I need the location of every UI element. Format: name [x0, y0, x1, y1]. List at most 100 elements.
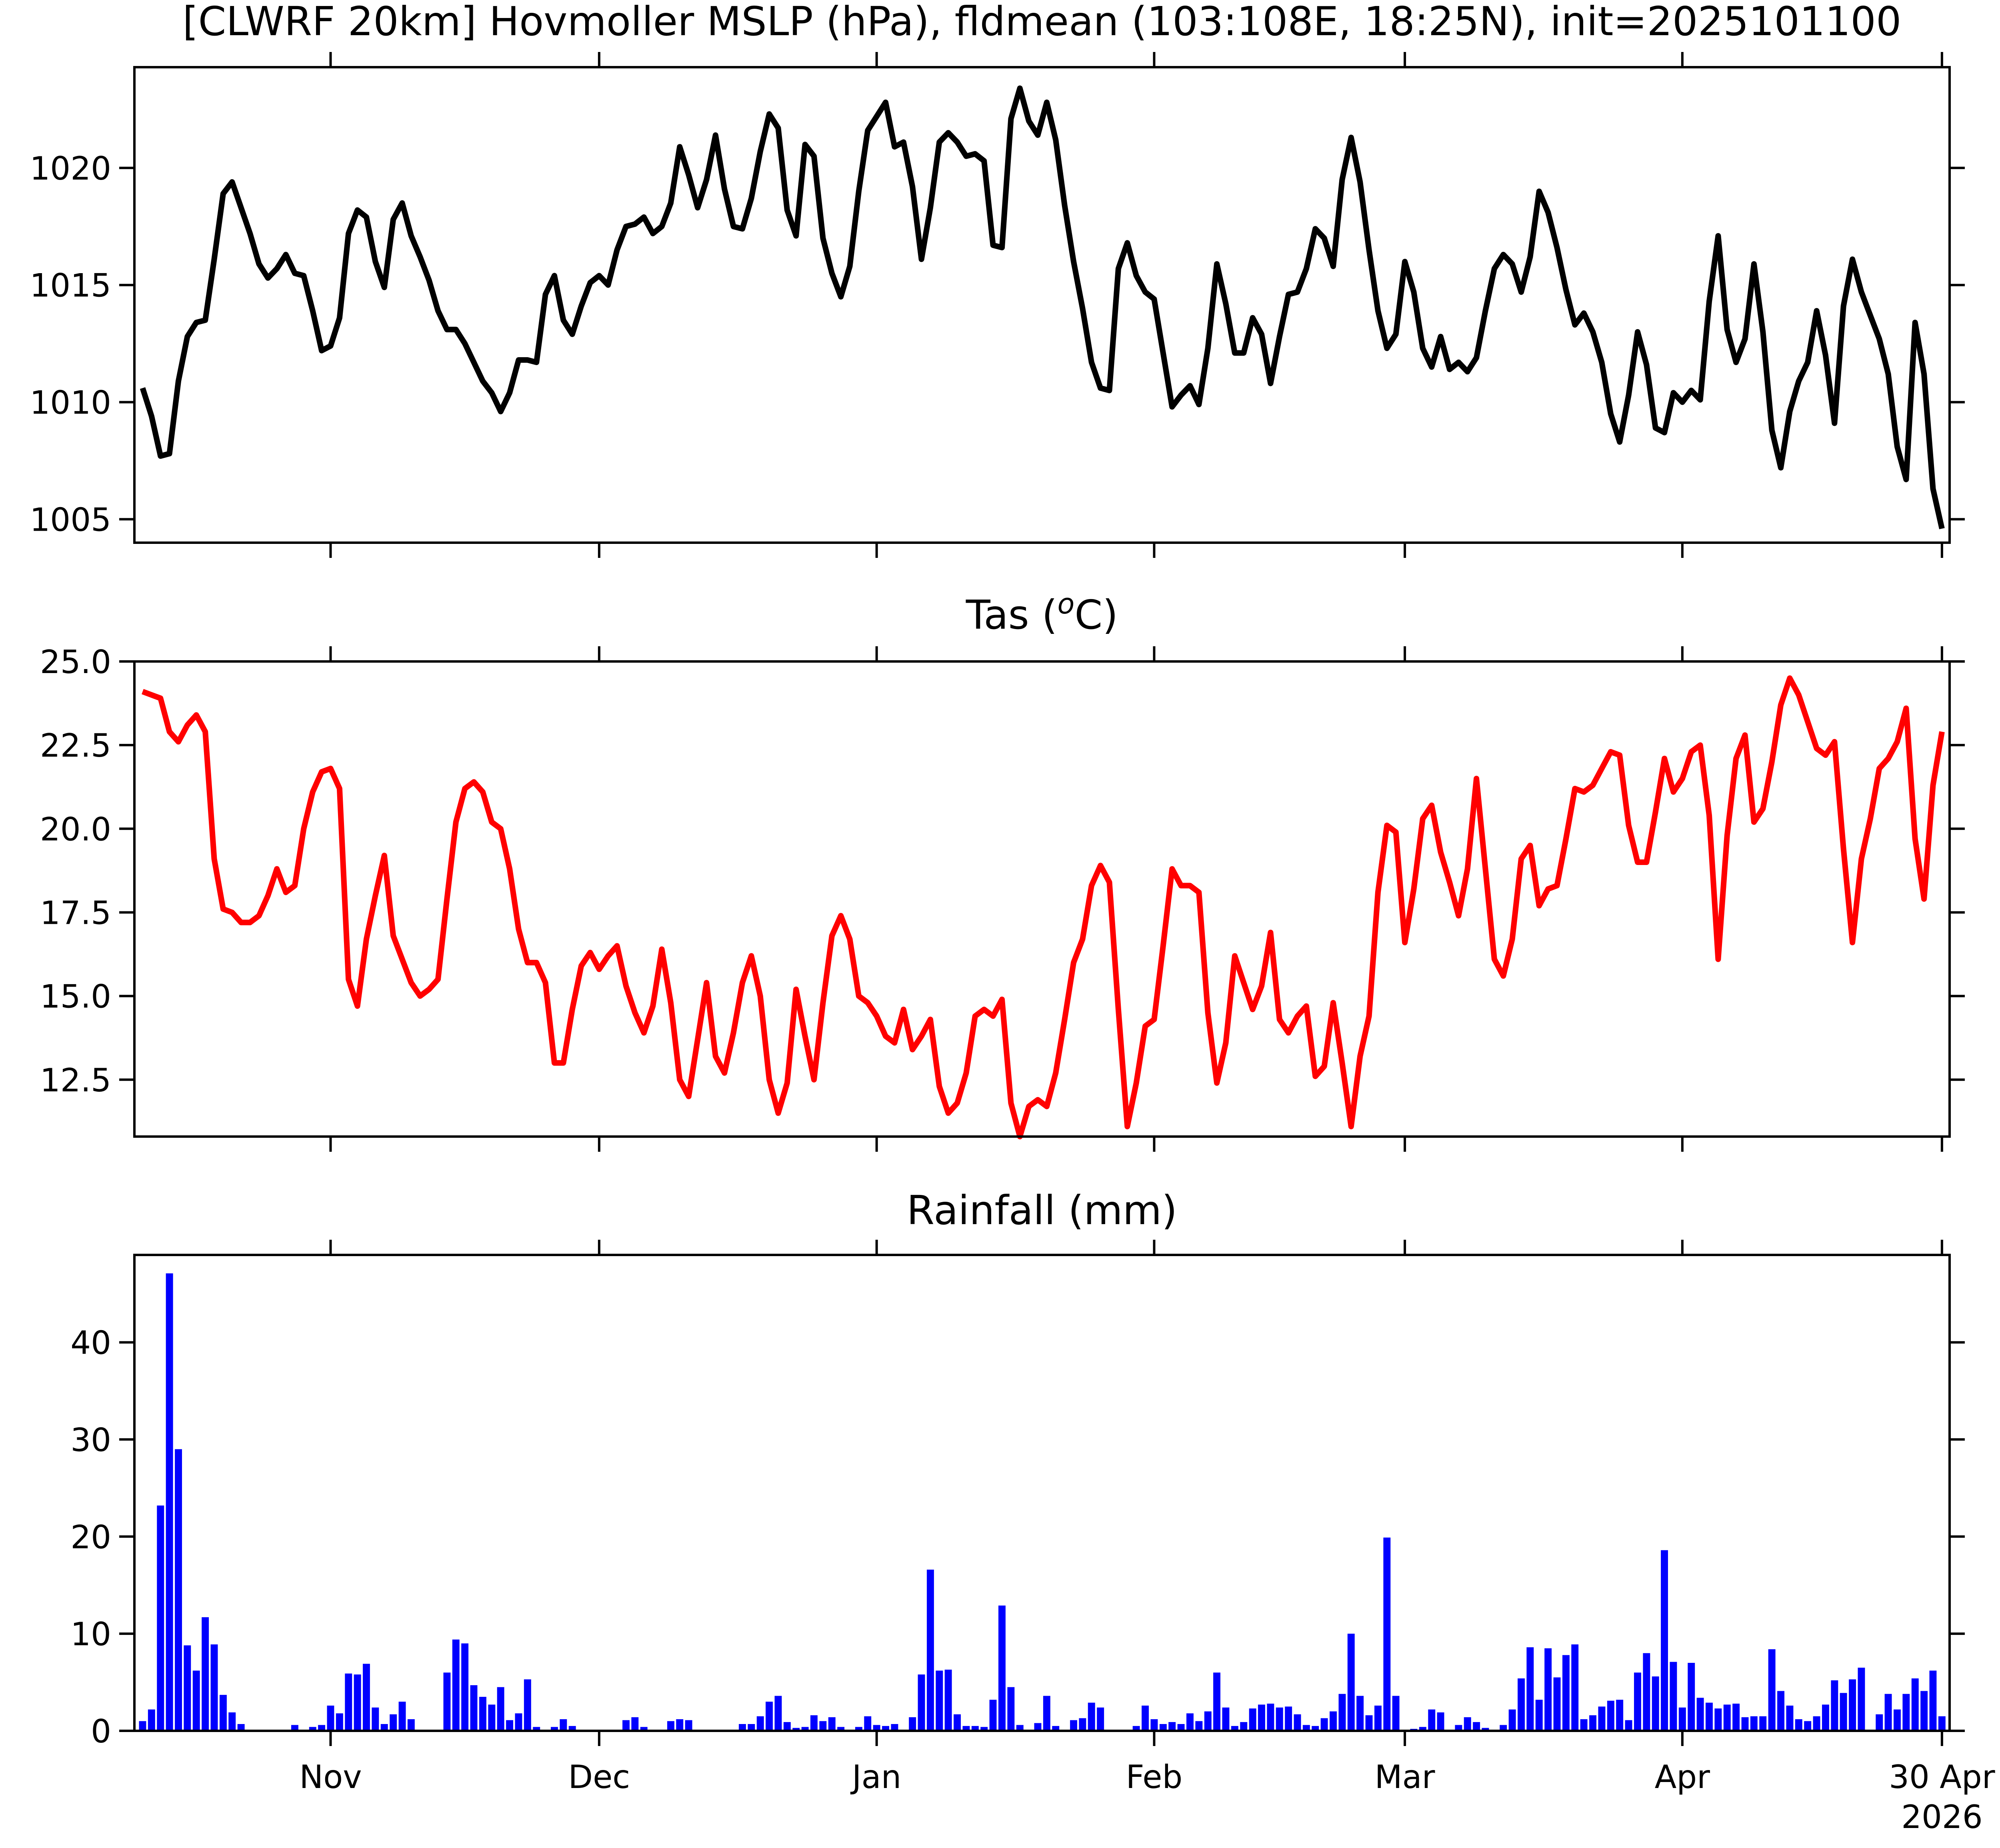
rain-bar	[1688, 1663, 1695, 1731]
rain-bar	[1526, 1647, 1534, 1731]
tas-y-axis: 12.5 15.0 17.5 20.0 22.5 25.0	[40, 643, 1965, 1099]
rain-bar	[685, 1720, 692, 1731]
rain-bar	[1678, 1707, 1686, 1731]
rain-bar	[1088, 1702, 1095, 1731]
rain-bar	[1204, 1711, 1212, 1731]
rain-bar	[1804, 1721, 1812, 1731]
rain-bar	[470, 1685, 478, 1731]
rain-bar	[1043, 1696, 1050, 1731]
rain-bar	[524, 1679, 531, 1731]
rain-bar	[1508, 1709, 1516, 1731]
rain-bar	[533, 1727, 540, 1731]
rain-bar	[202, 1617, 209, 1731]
rain-bar	[1849, 1679, 1856, 1731]
rain-bar	[1786, 1705, 1794, 1731]
rain-bar	[1938, 1716, 1946, 1731]
rain-bar	[1500, 1725, 1507, 1731]
rain-bar	[783, 1722, 791, 1731]
rain-bar	[828, 1717, 836, 1731]
rain-bar	[1150, 1719, 1158, 1731]
rain-bar	[855, 1727, 862, 1731]
rain-bar	[1482, 1728, 1489, 1731]
rain-bar	[1777, 1691, 1784, 1731]
rain-bar	[1338, 1694, 1346, 1731]
rain-bar	[1616, 1700, 1624, 1731]
rain-bar	[1464, 1717, 1471, 1731]
rain-bar	[390, 1714, 397, 1731]
rain-bar	[819, 1721, 827, 1731]
rain-bar	[971, 1726, 979, 1731]
rain-bar	[1929, 1670, 1937, 1731]
rain-ytick-label: 10	[70, 1616, 111, 1653]
rain-bar	[1625, 1720, 1632, 1731]
rain-bar	[1276, 1707, 1283, 1731]
rain-bar	[1858, 1668, 1865, 1731]
rain-bar	[1294, 1714, 1301, 1731]
rain-bar	[380, 1724, 388, 1731]
rain-bar	[998, 1605, 1006, 1731]
rain-bar	[989, 1700, 997, 1731]
rain-bar	[739, 1724, 746, 1731]
rain-bar	[936, 1670, 943, 1731]
rain-bar	[1195, 1721, 1203, 1731]
rain-bar	[980, 1727, 988, 1731]
mslp-x-axis	[329, 52, 1943, 558]
rain-bar	[1177, 1724, 1185, 1731]
rain-bar	[810, 1715, 818, 1731]
mslp-y-axis: 1005 1010 1015 1020	[30, 150, 1965, 538]
rain-y-axis: 0 10 20 30 40	[70, 1325, 1965, 1750]
rain-bar	[1562, 1655, 1570, 1731]
rain-bar	[1902, 1694, 1910, 1731]
tas-panel: Tas (oC) 12.5 15.0 17.5 20.0 22.5 25.0	[40, 587, 1965, 1152]
rain-bar	[1741, 1717, 1749, 1731]
x-tick-label: 30 Apr	[1889, 1758, 1995, 1796]
rain-bar	[1330, 1711, 1337, 1731]
rain-bar	[192, 1670, 200, 1731]
rain-bar	[954, 1714, 961, 1731]
rain-bar	[228, 1712, 236, 1731]
rain-bar	[1249, 1708, 1256, 1731]
rain-bar	[1589, 1715, 1596, 1731]
rain-bar	[1759, 1716, 1767, 1731]
rain-axes-frame	[133, 1254, 1951, 1732]
rain-bar	[1097, 1707, 1104, 1731]
rain-bar	[452, 1639, 460, 1731]
rain-bar	[792, 1728, 800, 1731]
rain-bar	[1222, 1707, 1230, 1731]
rain-bar	[1312, 1726, 1319, 1731]
rain-bar	[336, 1713, 343, 1731]
tas-ytick-label: 17.5	[40, 894, 111, 931]
mslp-ytick-label: 1005	[30, 501, 111, 538]
rain-bar	[291, 1725, 298, 1731]
rain-bar	[1079, 1718, 1086, 1731]
mslp-ytick-label: 1015	[30, 267, 111, 304]
rain-bar	[1652, 1676, 1659, 1731]
rain-ytick-label: 40	[70, 1325, 111, 1362]
rain-bar	[443, 1672, 451, 1731]
rain-bar	[237, 1724, 245, 1731]
rain-bar	[1607, 1700, 1614, 1731]
rain-bar	[1696, 1698, 1704, 1731]
rain-bar	[1598, 1706, 1606, 1731]
x-tick-label: Apr	[1655, 1758, 1710, 1796]
rain-bar	[1428, 1709, 1436, 1731]
rain-bar	[1168, 1722, 1176, 1731]
tas-x-axis	[329, 646, 1943, 1152]
rain-bar	[1518, 1678, 1525, 1731]
rain-bar	[1302, 1725, 1310, 1731]
rain-bar	[1822, 1704, 1829, 1731]
rain-bar	[1714, 1708, 1722, 1731]
rain-bar	[184, 1645, 191, 1731]
rain-bar	[837, 1727, 845, 1731]
tas-plot-area	[142, 675, 1945, 1139]
rain-bar	[1034, 1723, 1042, 1731]
rain-bar	[488, 1704, 496, 1731]
tas-ytick-label: 15.0	[40, 978, 111, 1015]
rain-bar	[1580, 1719, 1588, 1731]
rain-bar	[1831, 1680, 1838, 1731]
rain-bar	[1186, 1713, 1194, 1731]
rain-bar	[1347, 1634, 1355, 1731]
rain-bar	[1231, 1726, 1238, 1731]
